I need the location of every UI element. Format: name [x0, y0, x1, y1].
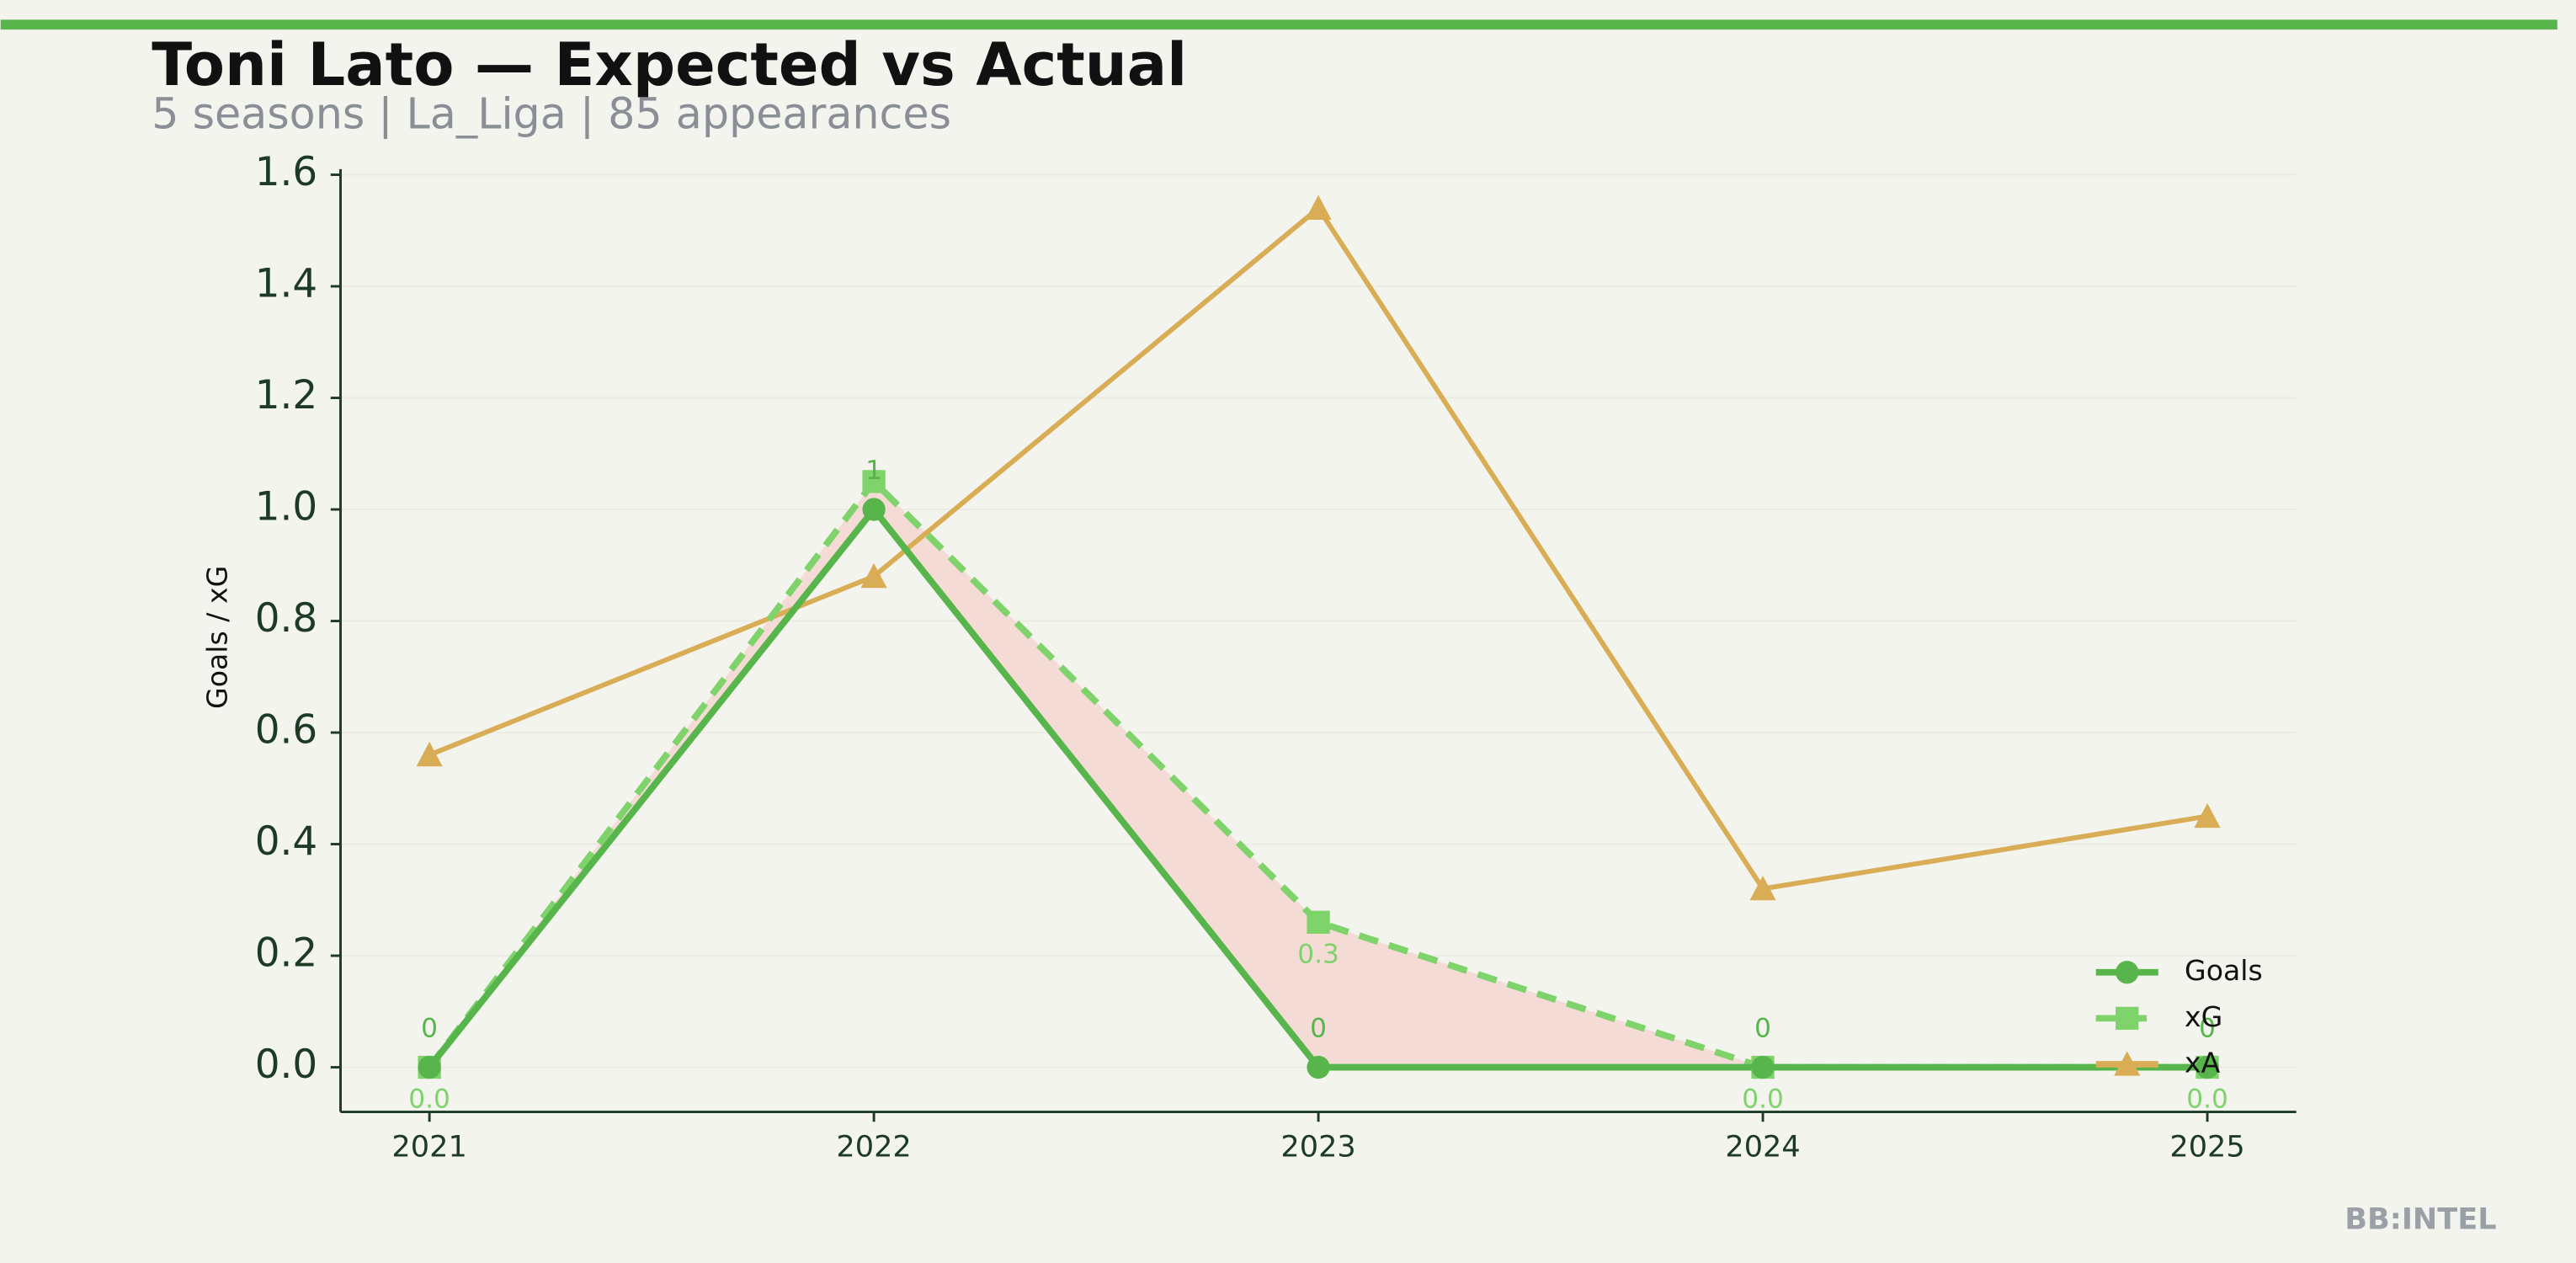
data-label: 0 — [1754, 1014, 1771, 1044]
point — [418, 1055, 441, 1079]
top-bar — [0, 19, 2557, 30]
point — [416, 741, 443, 767]
legend-label: xG — [2185, 1000, 2222, 1033]
footer: BB:INTEL — [2344, 1202, 2496, 1236]
point — [1307, 910, 1330, 934]
data-label: 0.3 — [1297, 939, 1339, 969]
y-tick-label: 0.2 — [255, 931, 317, 977]
chart-subtitle: 5 seasons | La_Liga | 85 appearances — [152, 88, 951, 139]
data-label: 0.0 — [408, 1084, 450, 1115]
gap-fill — [429, 481, 2208, 1068]
y-tick-label: 1.6 — [255, 150, 317, 195]
data-label: 0 — [1310, 1014, 1327, 1044]
y-tick-label: 1.4 — [255, 262, 317, 307]
y-axis-label: Goals / xG — [201, 566, 234, 709]
y-tick-label: 0.8 — [255, 596, 317, 642]
point — [1305, 195, 1332, 220]
x-tick-label: 2024 — [1725, 1129, 1800, 1164]
y-tick-label: 0.4 — [255, 819, 317, 865]
x-tick-label: 2022 — [836, 1129, 911, 1164]
data-label: 0.0 — [2186, 1084, 2228, 1115]
point — [1751, 1055, 1775, 1079]
point — [862, 470, 886, 493]
legend-marker — [2116, 1006, 2139, 1031]
point — [860, 562, 887, 589]
y-tick-label: 0.0 — [255, 1042, 317, 1088]
legend-label: xA — [2185, 1046, 2221, 1079]
point — [862, 498, 886, 521]
y-tick-label: 1.0 — [255, 485, 317, 530]
y-tick-label: 0.6 — [255, 708, 317, 754]
data-label: 1 — [865, 456, 882, 486]
point — [2194, 802, 2221, 829]
data-label: 0 — [421, 1014, 438, 1044]
point — [1307, 1055, 1330, 1079]
legend-marker — [2114, 1051, 2141, 1076]
point — [2195, 1055, 2219, 1079]
legend-marker — [2116, 961, 2139, 984]
x-tick-label: 2025 — [2169, 1129, 2244, 1164]
data-label: 0.0 — [1742, 1084, 1784, 1115]
point — [1749, 875, 1776, 901]
x-tick-label: 2023 — [1280, 1129, 1355, 1164]
y-tick-label: 1.2 — [255, 373, 317, 418]
x-tick-label: 2021 — [391, 1129, 466, 1164]
chart-title: Toni Lato — Expected vs Actual — [152, 30, 1187, 99]
legend-label: Goals — [2185, 954, 2263, 987]
data-label: 0 — [2199, 1014, 2216, 1044]
